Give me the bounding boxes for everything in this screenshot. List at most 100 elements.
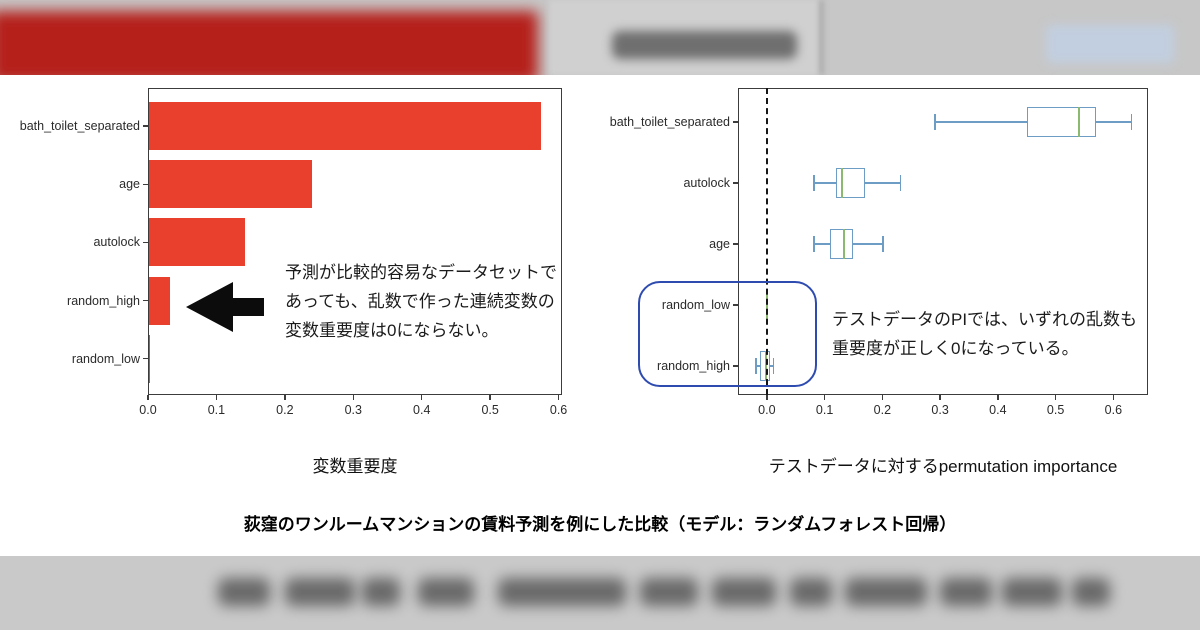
- box-chart-xtick-mark: [766, 395, 768, 400]
- median-autolock: [840, 168, 843, 198]
- bar-chart-xtick-mark: [557, 395, 560, 400]
- bar-chart-xtick-mark: [489, 395, 491, 400]
- bar-chart-xtick-label: 0.6: [549, 403, 568, 417]
- blurred-blue-chip: [1046, 25, 1174, 63]
- cap-high-age: [882, 236, 884, 252]
- blurred-footer-strip: [0, 556, 1200, 630]
- cap-low-bath_toilet_separated: [934, 114, 936, 130]
- whisker-low-age: [813, 243, 831, 245]
- blurred-footer-word: [845, 578, 927, 606]
- box-chart-ytick-label: age: [709, 237, 730, 251]
- box-chart-ytick-label: bath_toilet_separated: [609, 115, 730, 129]
- bar-chart-xtick-label: 0.1: [207, 403, 226, 417]
- box-chart-xtick-label: 0.0: [758, 403, 776, 417]
- median-age: [843, 229, 846, 259]
- box-chart-xtick-label: 0.6: [1104, 403, 1123, 417]
- annotation-line: テストデータのPIでは、いずれの乱数も: [832, 310, 1138, 329]
- left-chart-annotation: 予測が比較的容易なデータセットで あっても、乱数で作った連続変数の 変数重要度は…: [285, 258, 557, 345]
- bar-chart-ytick-label: bath_toilet_separated: [19, 119, 140, 133]
- bar-chart-xtick-mark: [421, 395, 423, 400]
- bar-age: [149, 160, 313, 209]
- bar-chart-xtick-label: 0.3: [344, 403, 362, 417]
- bar-chart-xtick-mark: [215, 395, 218, 400]
- cap-low-age: [813, 236, 815, 252]
- annotation-line: 予測が比較的容易なデータセットで: [285, 263, 557, 282]
- box-chart-ytick-mark: [733, 121, 738, 123]
- bar-random_low: [149, 334, 150, 383]
- blurred-footer-word: [940, 578, 992, 606]
- whisker-low-random_high: [755, 365, 760, 367]
- blurred-footer-word: [418, 578, 474, 606]
- blurred-footer-word: [640, 578, 698, 606]
- left-chart-title: 変数重要度: [312, 457, 398, 476]
- whisker-high-bath_toilet_separated: [1096, 121, 1131, 123]
- box-chart-xtick-label: 0.2: [873, 403, 892, 417]
- box-chart-xtick-label: 0.4: [989, 403, 1007, 417]
- bar-chart-ytick-label: random_high: [67, 293, 140, 308]
- box-chart-xtick-label: 0.3: [931, 403, 949, 417]
- blurred-footer-word: [218, 578, 270, 606]
- box-chart-xtick-mark: [939, 395, 941, 400]
- bar-random_high: [149, 276, 170, 325]
- box-chart-ytick-label: random_high: [657, 359, 730, 373]
- box-chart-xtick-label: 0.1: [815, 403, 834, 417]
- box-chart-xtick-mark: [1112, 395, 1115, 400]
- bar-chart-xtick-mark: [147, 395, 149, 400]
- box-chart-ytick-mark: [733, 304, 738, 306]
- box-chart-plot-frame: [738, 88, 1148, 395]
- bar-bath_toilet_separated: [149, 102, 542, 150]
- box-chart-ytick-label: random_low: [661, 298, 730, 312]
- bar-chart-xtick-mark: [352, 395, 354, 400]
- whisker-low-autolock: [813, 182, 837, 184]
- cap-high-random_high: [772, 358, 775, 374]
- box-chart-ytick-label: autolock: [683, 176, 730, 190]
- whisker-high-autolock: [865, 182, 900, 184]
- annotation-line: あっても、乱数で作った連続変数の: [285, 292, 555, 311]
- bar-chart-xtick-mark: [284, 395, 286, 400]
- box-chart-xtick-mark: [823, 395, 826, 400]
- cap-high-autolock: [899, 175, 902, 191]
- blurred-footer-word: [362, 578, 400, 606]
- bar-autolock: [149, 218, 246, 267]
- cap-low-random_high: [755, 358, 757, 374]
- bar-chart-xtick-label: 0.0: [139, 403, 157, 417]
- median-bath_toilet_separated: [1077, 107, 1080, 137]
- figure-caption: 荻窪のワンルームマンションの賃料予測を例にした比較（モデル：ランダムフォレスト回…: [243, 515, 957, 534]
- box-chart-ytick-mark: [733, 182, 738, 184]
- blurred-footer-word: [712, 578, 776, 606]
- blurred-footer-word: [790, 578, 832, 606]
- box-bath_toilet_separated: [1026, 107, 1096, 137]
- right-chart-annotation: テストデータのPIでは、いずれの乱数も 重要度が正しく0になっている。: [832, 305, 1137, 363]
- annotation-line: 重要度が正しく0になっている。: [832, 339, 1079, 358]
- blurred-footer-word: [498, 578, 626, 606]
- box-chart-xtick-label: 0.5: [1046, 403, 1065, 417]
- cap-high-bath_toilet_separated: [1130, 114, 1133, 130]
- blurred-footer-word: [1072, 578, 1110, 606]
- bar-chart-ytick-label: autolock: [93, 235, 140, 250]
- right-chart-title: テストデータに対するpermutation importance: [768, 457, 1118, 476]
- random-features-highlight-box: [638, 281, 817, 387]
- blurred-panel-divider-right: [820, 0, 823, 75]
- whisker-high-age: [853, 243, 883, 245]
- bar-chart-ytick-mark: [143, 299, 148, 302]
- zero-dashed-line: [765, 88, 768, 395]
- bar-chart-ytick-mark: [143, 241, 148, 244]
- cap-low-autolock: [813, 175, 815, 191]
- whisker-high-random_high: [769, 365, 773, 367]
- bar-chart-ytick-mark: [143, 358, 148, 360]
- bar-chart-ytick-label: random_low: [71, 351, 140, 366]
- bar-chart-ytick-mark: [143, 125, 148, 127]
- median-random_high: [764, 351, 767, 381]
- box-chart-xtick-mark: [881, 395, 884, 400]
- blurred-red-banner: [0, 11, 538, 75]
- box-chart-ytick-mark: [733, 243, 738, 245]
- blurred-footer-word: [1002, 578, 1062, 606]
- bar-chart-xtick-label: 0.5: [481, 403, 499, 417]
- blurred-header-strip: [0, 0, 1200, 75]
- blurred-footer-text: [0, 556, 1200, 630]
- blurred-footer-word: [285, 578, 355, 606]
- blurred-header-text: [612, 31, 797, 59]
- box-chart-ytick-mark: [733, 365, 738, 367]
- bar-chart-xtick-label: 0.2: [276, 403, 294, 417]
